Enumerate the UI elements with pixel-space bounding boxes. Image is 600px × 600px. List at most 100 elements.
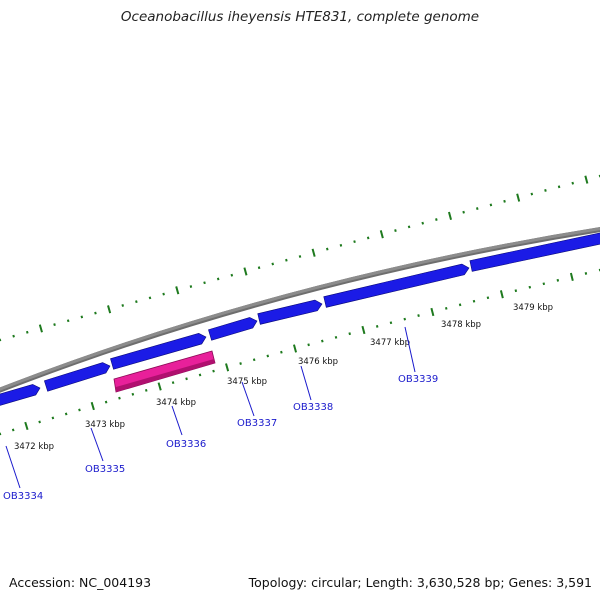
inner-minor-tick (51, 416, 55, 420)
inner-minor-tick (444, 306, 448, 310)
gene-label[interactable]: OB3334 (3, 491, 43, 502)
inner-minor-tick (78, 408, 81, 412)
inner-minor-tick (542, 282, 546, 286)
inner-minor-tick (118, 396, 121, 400)
scale-tick-label: 3479 kbp (513, 303, 553, 313)
inner-minor-tick (212, 369, 215, 373)
inner-minor-tick (64, 412, 68, 416)
inner-minor-tick (486, 296, 490, 300)
gene-leader-line (300, 365, 312, 401)
outer-minor-tick (216, 277, 220, 281)
inner-minor-tick (375, 324, 379, 328)
inner-minor-tick (171, 381, 175, 385)
gene-label[interactable]: OB3335 (85, 464, 125, 475)
inner-major-tick (24, 421, 29, 431)
gene-arrow (43, 362, 111, 392)
outer-major-tick (379, 230, 384, 239)
outer-minor-tick (203, 281, 206, 285)
inner-minor-tick (556, 278, 560, 282)
outer-minor-tick (230, 273, 234, 277)
inner-minor-tick (321, 339, 324, 343)
gene-leader-line (171, 405, 183, 436)
outer-major-tick (175, 286, 180, 295)
outer-major-tick (107, 305, 112, 314)
inner-minor-tick (417, 314, 420, 317)
outer-minor-tick (162, 292, 165, 296)
outer-minor-tick (475, 207, 479, 210)
gene-labels: OB3334 OB3335 OB3336 OB3337 OB3338 OB3339 (3, 326, 438, 502)
genome-backbone (0, 227, 600, 393)
inner-minor-tick (403, 317, 407, 321)
gene-label[interactable]: OB3339 (398, 374, 438, 385)
inner-minor-tick (348, 332, 351, 336)
inner-minor-tick (252, 358, 256, 362)
outer-minor-tick (407, 225, 411, 229)
inner-minor-tick (198, 373, 202, 377)
inner-major-tick (90, 401, 95, 411)
gene-label[interactable]: OB3337 (237, 418, 277, 429)
outer-minor-tick (148, 296, 152, 300)
outer-minor-tick (544, 188, 547, 192)
outer-minor-tick (94, 311, 97, 315)
outer-minor-tick (462, 210, 465, 214)
inner-minor-tick (239, 362, 242, 365)
inner-minor-tick (514, 289, 518, 293)
scale-tick-labels: 3472 kbp 3473 kbp 3474 kbp 3475 kbp 3476 kbp… (14, 303, 553, 452)
outer-minor-tick (530, 192, 534, 196)
genome-summary: Topology: circular; Length: 3,630,528 bp… (248, 575, 592, 590)
inner-minor-tick (185, 377, 188, 381)
outer-minor-tick (421, 221, 425, 225)
inner-minor-tick (472, 299, 476, 303)
outer-minor-tick (366, 236, 370, 240)
gene-arrow (257, 299, 323, 325)
inner-major-tick (225, 363, 230, 372)
inner-minor-tick (280, 350, 283, 354)
outer-minor-tick (298, 255, 302, 258)
outer-minor-tick (503, 199, 506, 203)
inner-major-tick (292, 344, 298, 353)
outer-major-tick (243, 267, 248, 276)
gene-arrow (469, 232, 600, 272)
inner-minor-tick (307, 343, 310, 347)
scale-tick-label: 3474 kbp (156, 398, 196, 408)
inner-minor-tick (528, 285, 532, 289)
outer-minor-tick (12, 334, 15, 338)
gene-label[interactable]: OB3336 (166, 439, 206, 450)
outer-minor-tick (121, 304, 125, 307)
outer-tick-track (0, 174, 600, 342)
gene-label[interactable]: OB3338 (293, 402, 333, 413)
scale-tick-label: 3477 kbp (370, 338, 410, 348)
gene-arrow (110, 333, 207, 370)
inner-major-tick (157, 382, 162, 391)
scale-tick-label: 3476 kbp (298, 357, 338, 367)
scale-tick-label: 3473 kbp (85, 420, 125, 430)
outer-minor-tick (135, 300, 138, 304)
outer-minor-tick (325, 247, 329, 251)
scale-tick-label: 3478 kbp (441, 320, 481, 330)
inner-major-tick (499, 290, 504, 299)
inner-major-tick (569, 272, 574, 281)
outer-minor-tick (257, 266, 261, 270)
inner-minor-tick (266, 354, 270, 358)
inner-minor-tick (458, 303, 462, 307)
outer-minor-tick (557, 185, 561, 189)
scale-tick-label: 3472 kbp (14, 442, 54, 452)
inner-minor-tick (584, 272, 588, 275)
gene-leader-line (241, 381, 255, 417)
accession-label: Accession: NC_004193 (9, 575, 152, 590)
inner-major-tick (430, 307, 435, 317)
gene-arrow (0, 384, 41, 406)
outer-minor-tick (66, 319, 70, 323)
inner-minor-tick (131, 392, 135, 396)
outer-minor-tick (339, 243, 343, 247)
gene-leader-line (90, 427, 104, 462)
outer-minor-tick (189, 285, 193, 288)
outer-major-tick (447, 211, 453, 220)
inner-minor-tick (104, 400, 108, 404)
outer-major-tick (516, 193, 521, 202)
outer-major-tick (584, 175, 589, 184)
gene-track (0, 232, 600, 406)
inner-minor-tick (389, 321, 393, 325)
outer-major-tick (311, 248, 316, 257)
